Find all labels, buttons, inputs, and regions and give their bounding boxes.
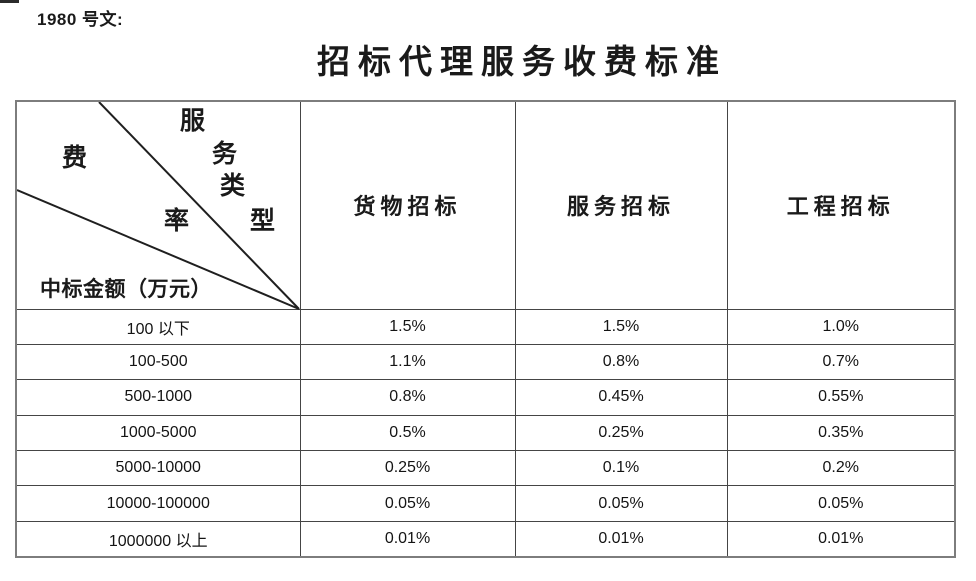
table-row: 500-1000 0.8% 0.45% 0.55% xyxy=(15,379,956,416)
cell-goods-rate: 1.1% xyxy=(299,343,516,381)
cell-engineering-rate: 0.01% xyxy=(726,520,956,558)
column-header-engineering-bidding: 工程招标 xyxy=(726,100,956,310)
cell-goods-rate: 0.01% xyxy=(299,520,516,558)
column-header-services-bidding: 服务招标 xyxy=(514,100,728,310)
corner-service-type-char-1: 服 xyxy=(180,108,206,135)
cell-services-rate: 0.45% xyxy=(514,379,728,416)
diagonal-line-upper xyxy=(98,102,300,310)
cell-amount-range: 10000-100000 xyxy=(15,485,301,522)
cell-amount-range: 1000-5000 xyxy=(15,414,301,452)
cell-amount-range: 500-1000 xyxy=(15,379,301,416)
cell-goods-rate: 0.5% xyxy=(299,414,516,452)
cell-engineering-rate: 0.05% xyxy=(726,485,956,522)
page-title: 招标代理服务收费标准 xyxy=(317,45,727,81)
cell-goods-rate: 0.25% xyxy=(299,450,516,487)
cell-services-rate: 0.8% xyxy=(514,343,728,381)
cell-goods-rate: 0.05% xyxy=(299,485,516,522)
cell-services-rate: 0.05% xyxy=(514,485,728,522)
cell-services-rate: 0.01% xyxy=(514,520,728,558)
table-row: 100 以下 1.5% 1.5% 1.0% xyxy=(15,308,956,345)
cell-amount-range: 100 以下 xyxy=(15,308,301,345)
corner-rate-char-2: 率 xyxy=(164,208,190,235)
scan-artifact-mark xyxy=(0,0,19,3)
cell-services-rate: 1.5% xyxy=(514,308,728,345)
doc-number-label: 1980 号文: xyxy=(37,10,124,29)
corner-service-type-char-2: 务 xyxy=(212,141,238,168)
cell-amount-range: 100-500 xyxy=(15,343,301,381)
fee-standard-table: 服 务 类 型 费 率 中标金额（万元） 货物招标 服务招标 工程招标 100 … xyxy=(15,100,956,558)
corner-service-type-char-4: 型 xyxy=(250,208,276,235)
table-header-row: 服 务 类 型 费 率 中标金额（万元） 货物招标 服务招标 工程招标 xyxy=(15,100,956,310)
cell-goods-rate: 0.8% xyxy=(299,379,516,416)
cell-services-rate: 0.25% xyxy=(514,414,728,452)
cell-amount-range: 5000-10000 xyxy=(15,450,301,487)
diagonal-divider-lines xyxy=(17,102,300,310)
table-row: 100-500 1.1% 0.8% 0.7% xyxy=(15,343,956,381)
cell-engineering-rate: 0.55% xyxy=(726,379,956,416)
table-row: 5000-10000 0.25% 0.1% 0.2% xyxy=(15,450,956,487)
cell-goods-rate: 1.5% xyxy=(299,308,516,345)
table-row: 1000000 以上 0.01% 0.01% 0.01% xyxy=(15,520,956,558)
corner-rate-char-1: 费 xyxy=(62,145,88,172)
corner-service-type-char-3: 类 xyxy=(220,173,246,200)
corner-header-cell: 服 务 类 型 费 率 中标金额（万元） xyxy=(15,100,301,310)
table-row: 10000-100000 0.05% 0.05% 0.05% xyxy=(15,485,956,522)
cell-amount-range: 1000000 以上 xyxy=(15,520,301,558)
column-header-goods-bidding: 货物招标 xyxy=(299,100,516,310)
table-row: 1000-5000 0.5% 0.25% 0.35% xyxy=(15,414,956,452)
cell-engineering-rate: 0.7% xyxy=(726,343,956,381)
cell-engineering-rate: 0.2% xyxy=(726,450,956,487)
diagonal-line-lower xyxy=(17,189,300,310)
corner-amount-axis-label: 中标金额（万元） xyxy=(40,277,212,301)
cell-engineering-rate: 1.0% xyxy=(726,308,956,345)
cell-services-rate: 0.1% xyxy=(514,450,728,487)
cell-engineering-rate: 0.35% xyxy=(726,414,956,452)
